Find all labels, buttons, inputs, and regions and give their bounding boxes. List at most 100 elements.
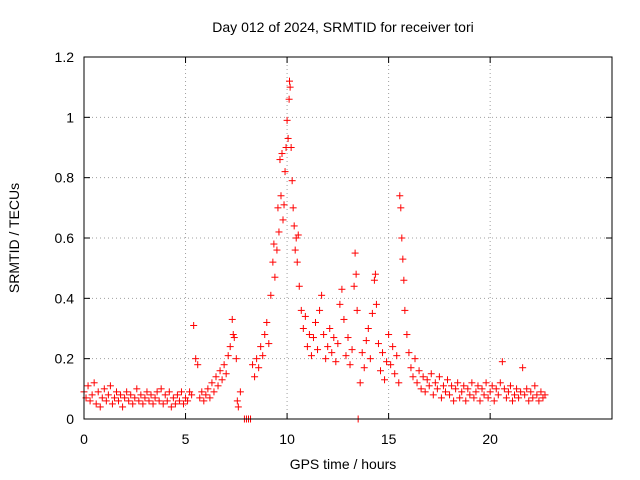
data-point [86,397,94,405]
y-tick-label: 1 [66,109,74,125]
data-point [286,83,294,91]
data-point [342,352,350,360]
x-tick-label: 0 [80,431,88,447]
data-point [517,388,525,396]
data-point [276,156,284,164]
data-point [478,385,486,393]
data-point [309,334,317,342]
data-point [338,285,346,293]
data-point [496,379,504,387]
data-point [500,385,508,393]
data-point [184,397,192,405]
y-tick-label: 0.2 [55,351,75,367]
data-point [285,95,293,103]
data-point [253,355,261,363]
data-point [141,394,149,402]
data-point [358,349,366,357]
data-point [153,388,161,396]
data-point [175,397,183,405]
data-point [251,373,259,381]
data-point [157,385,165,393]
data-point [299,325,307,332]
data-point [454,379,462,387]
data-point [281,168,289,176]
data-point [229,331,237,339]
data-point [356,379,364,387]
data-point [220,361,228,369]
data-point [230,334,238,342]
data-point [486,388,494,396]
data-point [127,391,135,399]
data-point [147,391,155,399]
data-point [303,343,311,351]
data-point [352,270,360,278]
data-point [372,300,380,308]
data-point [167,403,175,411]
data-point [112,388,120,396]
data-point [444,376,452,384]
data-point [490,397,498,405]
data-point [472,388,480,396]
data-point [196,394,204,402]
data-point [484,394,492,402]
data-point [198,388,206,396]
data-point [279,216,287,224]
data-point [159,400,167,408]
x-tick-label: 10 [279,431,295,447]
data-point [277,192,285,200]
x-tick-label: 15 [381,431,397,447]
data-point [94,388,102,396]
data-point [270,240,278,248]
data-point [519,364,527,372]
data-point [273,246,281,254]
data-point [295,282,303,290]
data-point [137,391,145,399]
data-point [476,397,484,405]
data-point [360,364,368,372]
data-point [123,388,131,396]
data-point [131,394,139,402]
data-point [441,388,449,396]
data-point [316,306,324,314]
data-point [470,394,478,402]
data-point [423,376,431,384]
data-point [206,394,214,402]
data-point [288,177,296,185]
data-point [435,373,443,381]
data-point [283,116,291,124]
data-point [151,394,159,402]
data-point [474,382,482,390]
data-point [267,291,275,299]
data-point [334,340,342,348]
data-point [403,331,411,339]
data-point [90,379,98,387]
data-point [275,228,283,236]
data-point [165,388,173,396]
data-point [297,306,305,314]
data-point [163,397,171,405]
data-point [121,394,129,402]
data-point [351,249,359,257]
data-point [366,355,374,363]
data-point [427,370,435,378]
data-point [393,352,401,360]
points-layer [80,77,549,423]
y-tick-label: 0 [66,411,74,427]
x-tick-label: 5 [182,431,190,447]
data-point [110,394,118,402]
data-point [405,349,413,357]
data-point [488,382,496,390]
data-point [294,231,302,239]
data-point [535,397,543,405]
data-point [332,358,340,366]
data-point [290,222,298,230]
data-point [104,391,112,399]
data-point [139,400,147,408]
data-point [259,352,267,360]
data-point [314,346,322,354]
data-point [371,270,379,278]
data-point [100,385,108,393]
x-tick-label: 20 [482,431,498,447]
data-point [376,367,384,375]
data-point [143,388,151,396]
